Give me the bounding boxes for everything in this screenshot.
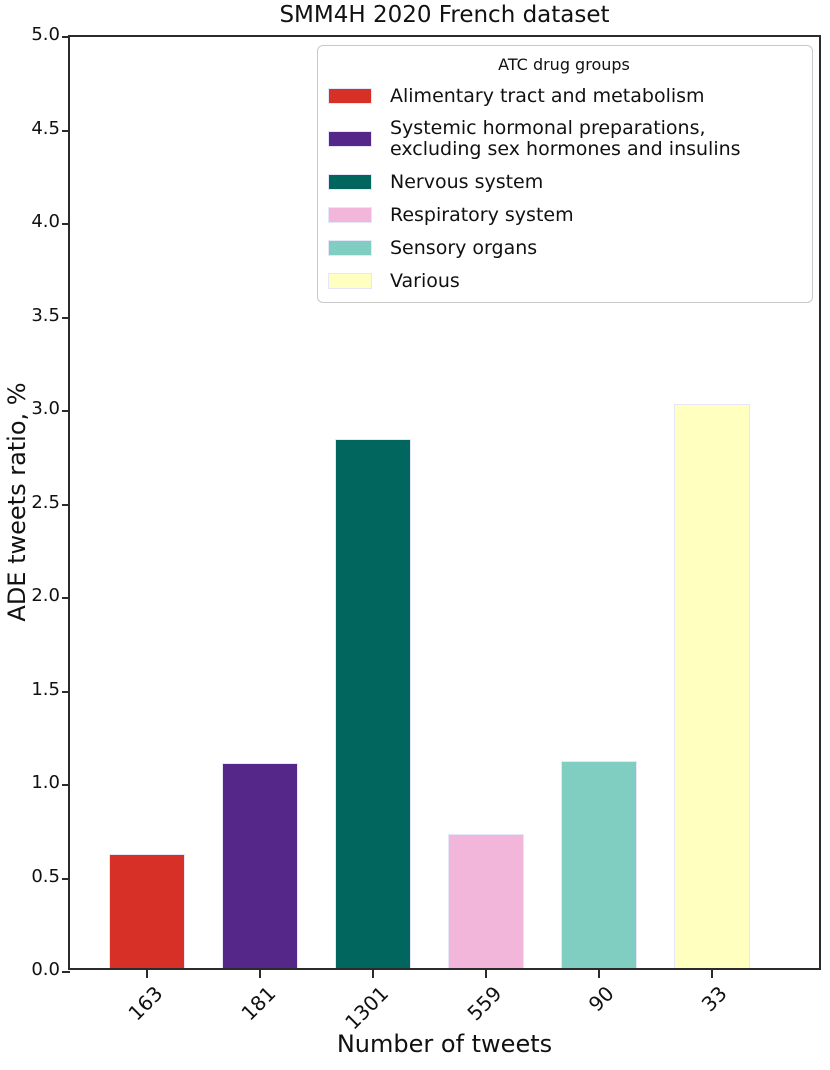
- chart-title: SMM4H 2020 French dataset: [279, 2, 610, 28]
- y-tick-mark: [62, 597, 70, 599]
- y-tick-mark: [62, 784, 70, 786]
- x-tick-mark: [597, 970, 600, 978]
- y-tick-mark: [62, 129, 70, 132]
- y-tick-label-1.5: 1.5: [31, 678, 60, 700]
- y-tick-label-1.0: 1.0: [31, 772, 60, 793]
- legend-swatch-icon: [328, 174, 372, 190]
- y-tick-label-0.0: 0.0: [31, 959, 60, 980]
- y-tick-mark: [62, 690, 70, 693]
- y-tick-mark: [62, 316, 70, 319]
- bar-1301: [334, 439, 411, 968]
- legend-item-0: Alimentary tract and metabolism: [328, 85, 800, 107]
- legend-item-3: Respiratory system: [328, 204, 800, 226]
- legend-item-1: Systemic hormonal preparations, excludin…: [328, 118, 800, 160]
- y-tick-label-3.5: 3.5: [31, 304, 60, 326]
- legend: ATC drug groups Alimentary tract and met…: [317, 45, 813, 303]
- y-tick-label-2.5: 2.5: [31, 491, 60, 513]
- y-tick-mark: [62, 877, 70, 880]
- x-tick-mark: [484, 970, 487, 978]
- x-tick-mark: [146, 970, 148, 978]
- legend-item-2: Nervous system: [328, 171, 800, 193]
- legend-label: Sensory organs: [390, 236, 538, 259]
- y-tick-mark: [62, 971, 70, 973]
- y-tick-mark: [62, 223, 70, 225]
- legend-label: Alimentary tract and metabolism: [390, 84, 705, 107]
- legend-title: ATC drug groups: [498, 55, 630, 74]
- y-tick-label-3.0: 3.0: [31, 398, 60, 419]
- legend-item-4: Sensory organs: [328, 237, 800, 259]
- bar-90: [560, 761, 637, 968]
- x-tick-label-181: 181: [236, 981, 281, 1026]
- x-tick-label-90: 90: [583, 981, 619, 1017]
- y-tick-label-5.0: 5.0: [31, 24, 60, 45]
- y-tick-label-4.0: 4.0: [31, 211, 60, 232]
- bar-181: [221, 763, 298, 968]
- legend-swatch-icon: [328, 240, 372, 256]
- y-tick-label-2.0: 2.0: [31, 585, 60, 606]
- x-tick-label-33: 33: [696, 981, 732, 1017]
- legend-items: Alimentary tract and metabolism Systemic …: [328, 85, 800, 292]
- bar-559: [447, 833, 524, 968]
- legend-item-5: Various: [328, 270, 800, 292]
- x-axis-label: Number of tweets: [336, 1030, 553, 1058]
- legend-label: Systemic hormonal preparations, excludin…: [390, 117, 741, 160]
- legend-label: Various: [390, 269, 460, 292]
- x-tick-mark: [710, 970, 713, 978]
- legend-swatch-icon: [328, 131, 372, 147]
- bars: [70, 37, 819, 968]
- legend-swatch-icon: [328, 88, 372, 104]
- x-tick-mark: [258, 970, 261, 978]
- legend-swatch-icon: [328, 273, 372, 289]
- x-tick-label-559: 559: [461, 981, 506, 1026]
- x-tick-label-1301: 1301: [340, 981, 394, 1035]
- legend-swatch-icon: [328, 207, 372, 223]
- y-tick-label-0.5: 0.5: [31, 865, 60, 887]
- x-tick-mark: [371, 970, 374, 978]
- y-tick-label-4.5: 4.5: [31, 117, 60, 139]
- bar-163: [109, 854, 185, 968]
- y-tick-mark: [62, 36, 70, 38]
- bar-33: [673, 403, 750, 968]
- legend-label: Nervous system: [390, 170, 544, 193]
- y-tick-mark: [62, 410, 70, 412]
- x-tick-label-163: 163: [123, 981, 168, 1026]
- y-tick-mark: [62, 503, 70, 506]
- legend-label: Respiratory system: [390, 203, 574, 226]
